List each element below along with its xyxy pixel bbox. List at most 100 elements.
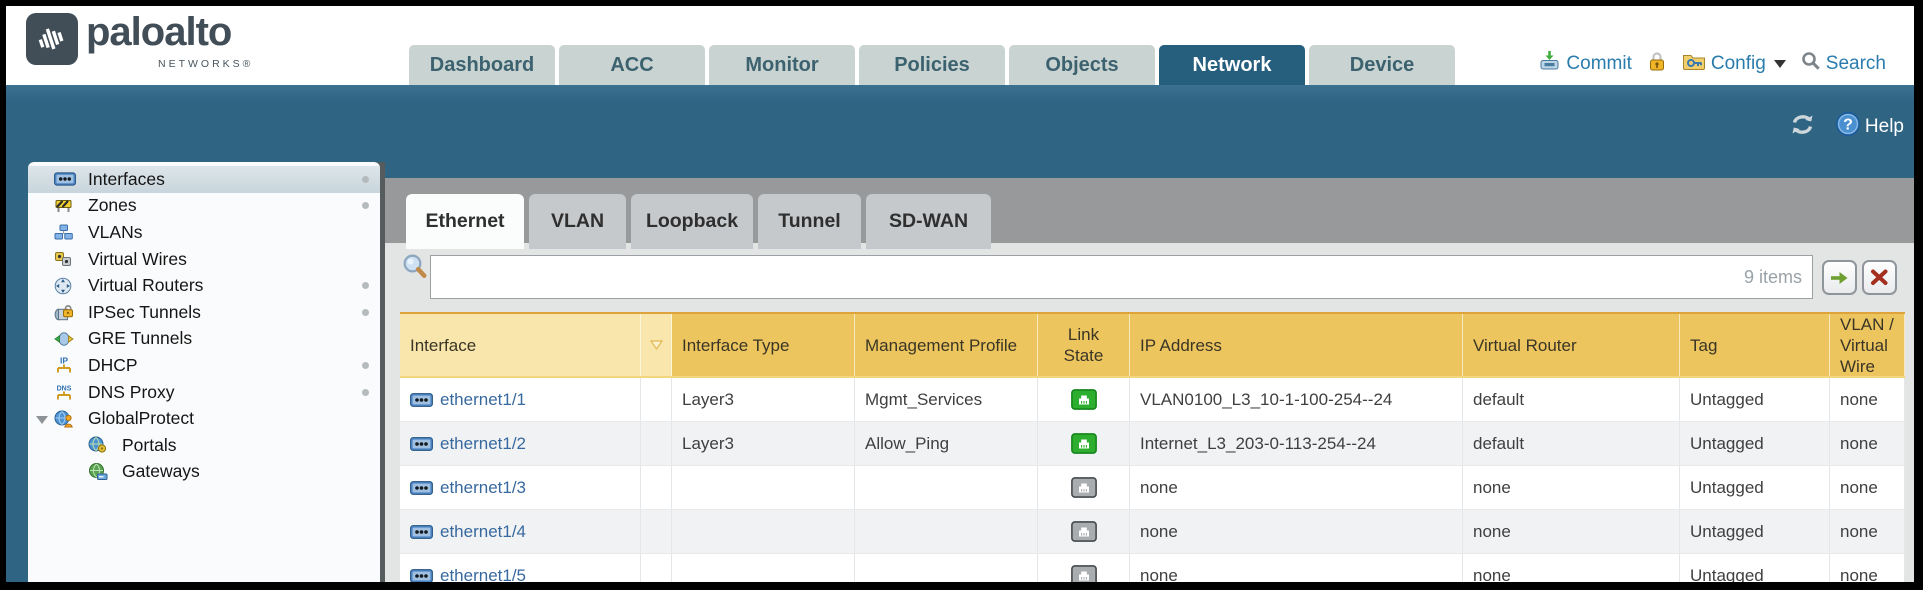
column-header-virtual-router[interactable]: Virtual Router [1463,314,1680,376]
interface-cell: ethernet1/5 [400,554,641,582]
link-state-cell [1038,422,1130,466]
sidebar-item-portals[interactable]: Portals [28,432,380,459]
item-dot [362,282,369,290]
sidebar-item-virtual-wires[interactable]: Virtual Wires [28,246,380,273]
commit-icon [1538,50,1561,77]
interface-link[interactable]: ethernet1/2 [440,433,527,453]
interface-link[interactable]: ethernet1/5 [440,565,527,583]
item-dot [362,308,369,316]
table-row[interactable]: ethernet1/2 Layer3 Allow_Ping Internet_L3_2… [400,422,1905,466]
interface-type-cell: Layer3 [672,378,855,422]
column-header-interface[interactable]: Interface [400,314,641,376]
link-state-cell [1038,510,1130,554]
interface-type-cell: Layer3 [672,422,855,466]
globalprotect-icon [54,410,76,428]
tab-tunnel[interactable]: Tunnel [758,194,861,249]
tab-policies[interactable]: Policies [859,45,1005,85]
sidebar-item-dhcp[interactable]: IP DHCP [28,352,380,379]
tab-device[interactable]: Device [1309,45,1455,85]
sidebar-item-virtual-routers[interactable]: Virtual Routers [28,272,380,299]
interface-cell: ethernet1/1 [400,378,641,422]
tab-ethernet[interactable]: Ethernet [406,194,524,249]
table-row[interactable]: ethernet1/5 none none Untagged none [400,554,1905,582]
apply-filter-button[interactable] [1822,260,1857,295]
item-dot [362,202,369,210]
sort-strip-cell [641,378,672,422]
lock-icon[interactable] [1647,51,1667,77]
interface-type-cell [672,466,855,510]
ethernet-port-icon [410,480,433,495]
link-state-unknown-icon [1070,521,1097,542]
sidebar-item-zones[interactable]: Zones [28,193,380,220]
management-profile-cell [855,554,1038,582]
expand-triangle-icon[interactable] [36,415,48,424]
sidebar-item-dns-proxy[interactable]: DNS DNS Proxy [28,379,380,406]
clear-filter-button[interactable] [1862,260,1897,295]
help-button[interactable]: ? Help [1835,111,1904,143]
refresh-icon[interactable] [1788,113,1817,141]
table-row[interactable]: ethernet1/3 none none Untagged none [400,466,1905,510]
link-state-unknown-icon [1070,477,1097,498]
tab-sd-wan[interactable]: SD-WAN [866,194,991,249]
sidebar-item-vlans[interactable]: VLANs [28,219,380,246]
config-menu[interactable]: Config [1682,51,1786,77]
vlan-cell: none [1830,510,1905,554]
sort-strip-cell [641,422,672,466]
management-profile-cell [855,466,1038,510]
table-row[interactable]: ethernet1/4 none none Untagged none [400,510,1905,554]
interface-link[interactable]: ethernet1/4 [440,521,527,541]
table-row[interactable]: ethernet1/1 Layer3 Mgmt_Services VLAN0100_L… [400,378,1905,422]
gre-tunnels-icon [54,330,76,348]
search-icon [1801,51,1821,77]
config-icon [1682,51,1706,77]
sidebar-divider [378,162,385,582]
column-header-ip-address[interactable]: IP Address [1130,314,1463,376]
tab-monitor[interactable]: Monitor [709,45,855,85]
virtual-router-cell: none [1463,554,1680,582]
tab-loopback[interactable]: Loopback [631,194,753,249]
svg-text:DNS: DNS [57,386,72,393]
management-profile-cell: Mgmt_Services [855,378,1038,422]
sidebar-item-label: IPSec Tunnels [88,301,201,322]
column-header-link-state[interactable]: Link State [1038,314,1130,376]
brand-subtext: NETWORKS® [158,58,254,70]
vlan-cell: none [1830,422,1905,466]
interface-cell: ethernet1/3 [400,466,641,510]
tab-network[interactable]: Network [1159,45,1305,85]
interface-type-cell [672,554,855,582]
tab-acc[interactable]: ACC [559,45,705,85]
search-button[interactable]: Search [1801,51,1886,77]
help-icon: ? [1835,111,1861,143]
sidebar-item-gre-tunnels[interactable]: GRE Tunnels [28,326,380,353]
column-header-vlan-virtual-wire[interactable]: VLAN / Virtual Wire [1830,314,1905,376]
item-dot [362,361,369,369]
vlan-cell: none [1830,554,1905,582]
interface-cell: ethernet1/2 [400,422,641,466]
sidebar-item-gateways[interactable]: Gateways [28,459,380,486]
column-header-interface-type[interactable]: Interface Type [672,314,855,376]
interface-link[interactable]: ethernet1/3 [440,477,527,497]
sort-strip-cell [641,554,672,582]
item-dot [362,388,369,396]
app-window: paloalto NETWORKS® Dashboard ACC Monitor Po… [6,6,1914,582]
virtual-router-cell: none [1463,510,1680,554]
column-header-management-profile[interactable]: Management Profile [855,314,1038,376]
sidebar-item-globalprotect[interactable]: GlobalProtect [28,405,380,432]
tab-objects[interactable]: Objects [1009,45,1155,85]
interface-link[interactable]: ethernet1/1 [440,389,527,409]
virtual-routers-icon [54,277,76,295]
sort-strip-cell [641,466,672,510]
sidebar-item-label: GRE Tunnels [88,328,193,349]
column-sort-dropdown[interactable] [641,314,672,376]
filter-input[interactable] [431,256,1812,298]
sidebar-item-interfaces[interactable]: Interfaces [28,166,380,193]
tab-dashboard[interactable]: Dashboard [409,45,555,85]
commit-button[interactable]: Commit [1538,50,1632,77]
column-header-tag[interactable]: Tag [1680,314,1830,376]
interface-type-cell [672,510,855,554]
tab-vlan[interactable]: VLAN [529,194,626,249]
sidebar-item-label: Virtual Routers [88,275,204,296]
sidebar-item-ipsec-tunnels[interactable]: IPSec Tunnels [28,299,380,326]
vlan-cell: none [1830,466,1905,510]
ethernet-port-icon [410,436,433,451]
